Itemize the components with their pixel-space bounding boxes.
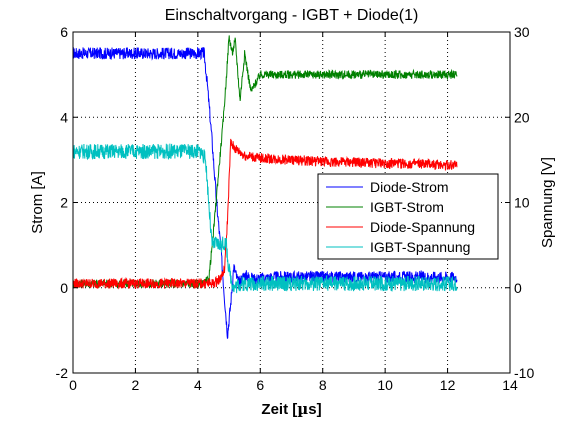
x-tick-label: 10 xyxy=(377,377,393,393)
x-tick-label: 6 xyxy=(256,377,264,393)
x-axis-label: Zeit [µs] xyxy=(261,400,321,418)
y-tick-label-right: 10 xyxy=(514,195,530,211)
y-tick-label-right: 20 xyxy=(514,109,530,125)
y-tick-label-right: -10 xyxy=(514,365,534,381)
series-line-3 xyxy=(72,143,458,294)
x-tick-label: 4 xyxy=(194,377,202,393)
x-tick-label: 12 xyxy=(440,377,456,393)
legend-label: Diode-Strom xyxy=(370,179,449,195)
legend-label: IGBT-Strom xyxy=(370,199,444,215)
chart-title: Einschaltvorgang - IGBT + Diode(1) xyxy=(165,7,419,24)
x-tick-label: 8 xyxy=(319,377,327,393)
y-tick-label-left: 2 xyxy=(60,195,68,211)
x-tick-label: 2 xyxy=(132,377,140,393)
y-tick-label-left: 0 xyxy=(60,280,68,296)
legend-label: Diode-Spannung xyxy=(370,219,475,235)
y-tick-label-left: 6 xyxy=(60,24,68,40)
y-axis-label-left: Strom [A] xyxy=(29,171,46,234)
legend-label: IGBT-Spannung xyxy=(370,239,470,255)
y-tick-label-right: 30 xyxy=(514,24,530,40)
series-line-1 xyxy=(72,35,458,289)
x-axis-label-symbol: µ xyxy=(297,400,308,418)
x-axis-label-suffix: s] xyxy=(308,401,321,418)
x-axis-label-prefix: Zeit [ xyxy=(261,401,297,418)
series-line-2 xyxy=(72,138,458,290)
y-tick-label-left: 4 xyxy=(60,109,68,125)
legend: Diode-Strom IGBT-Strom Diode-Spannung IGBT-… xyxy=(317,173,499,260)
y-axis-label-right: Spannung [V] xyxy=(539,157,556,248)
x-tick-label: 14 xyxy=(502,377,518,393)
series-lines xyxy=(72,35,458,339)
legend-box xyxy=(317,173,499,260)
y-tick-label-right: 0 xyxy=(514,280,522,296)
y-tick-label-left: -2 xyxy=(56,365,69,381)
x-tick-label: 0 xyxy=(69,377,77,393)
